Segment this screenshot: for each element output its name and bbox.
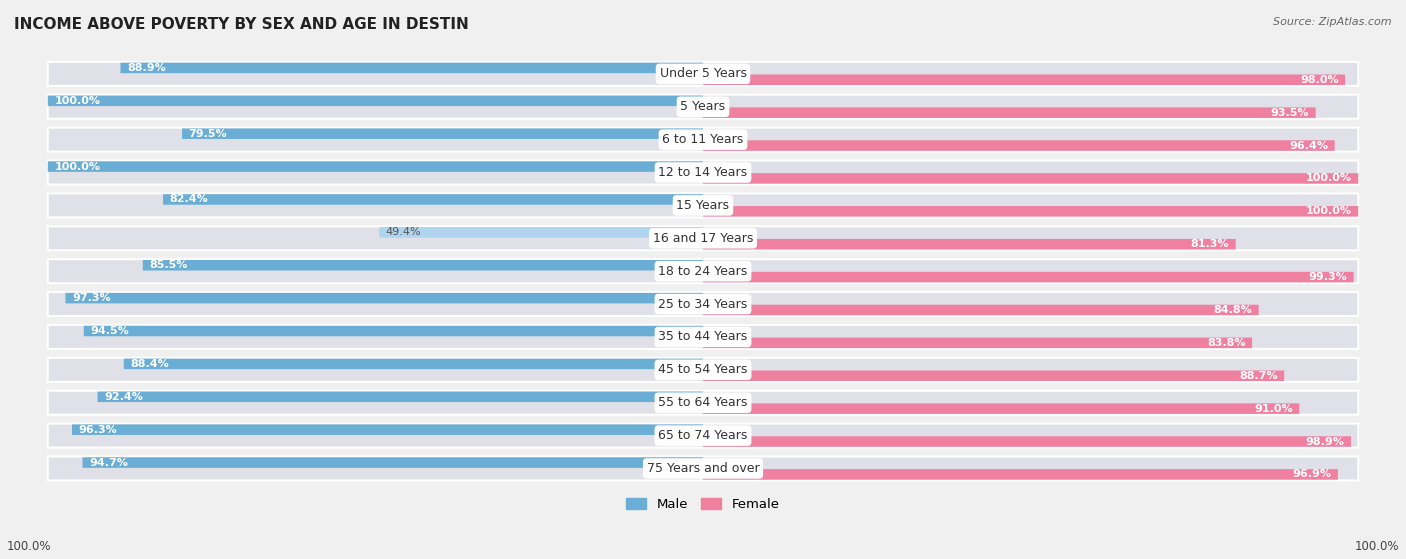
FancyBboxPatch shape	[72, 424, 703, 435]
Text: 98.0%: 98.0%	[1301, 75, 1339, 85]
FancyBboxPatch shape	[48, 325, 1358, 349]
FancyBboxPatch shape	[48, 457, 1358, 481]
Text: INCOME ABOVE POVERTY BY SEX AND AGE IN DESTIN: INCOME ABOVE POVERTY BY SEX AND AGE IN D…	[14, 17, 468, 32]
Text: 75 Years and over: 75 Years and over	[647, 462, 759, 475]
Text: 91.0%: 91.0%	[1254, 404, 1292, 414]
Text: 94.5%: 94.5%	[90, 326, 129, 336]
FancyBboxPatch shape	[84, 326, 703, 337]
Text: 100.0%: 100.0%	[55, 96, 100, 106]
FancyBboxPatch shape	[380, 227, 703, 238]
Text: 18 to 24 Years: 18 to 24 Years	[658, 264, 748, 278]
Text: 88.7%: 88.7%	[1239, 371, 1278, 381]
Text: Under 5 Years: Under 5 Years	[659, 68, 747, 80]
Text: 65 to 74 Years: 65 to 74 Years	[658, 429, 748, 442]
Legend: Male, Female: Male, Female	[621, 492, 785, 517]
FancyBboxPatch shape	[703, 305, 1258, 315]
FancyBboxPatch shape	[143, 260, 703, 271]
FancyBboxPatch shape	[703, 74, 1346, 85]
Text: 94.7%: 94.7%	[89, 458, 128, 467]
Text: 79.5%: 79.5%	[188, 129, 228, 139]
Text: 100.0%: 100.0%	[1306, 173, 1351, 183]
Text: 98.9%: 98.9%	[1306, 437, 1344, 447]
Text: 81.3%: 81.3%	[1191, 239, 1229, 249]
Text: 15 Years: 15 Years	[676, 199, 730, 212]
FancyBboxPatch shape	[703, 107, 1316, 118]
FancyBboxPatch shape	[703, 272, 1354, 282]
Text: 5 Years: 5 Years	[681, 100, 725, 113]
Text: 25 to 34 Years: 25 to 34 Years	[658, 297, 748, 311]
Text: 85.5%: 85.5%	[149, 260, 187, 270]
Text: 97.3%: 97.3%	[72, 293, 111, 303]
Text: 82.4%: 82.4%	[170, 195, 208, 205]
FancyBboxPatch shape	[703, 239, 1236, 249]
FancyBboxPatch shape	[48, 424, 1358, 448]
FancyBboxPatch shape	[703, 140, 1334, 151]
Text: 100.0%: 100.0%	[7, 541, 52, 553]
FancyBboxPatch shape	[48, 127, 1358, 151]
Text: 88.4%: 88.4%	[131, 359, 169, 369]
Text: 16 and 17 Years: 16 and 17 Years	[652, 232, 754, 245]
Text: 92.4%: 92.4%	[104, 392, 143, 402]
Text: Source: ZipAtlas.com: Source: ZipAtlas.com	[1274, 17, 1392, 27]
Text: 96.3%: 96.3%	[79, 425, 117, 435]
FancyBboxPatch shape	[48, 358, 1358, 382]
FancyBboxPatch shape	[124, 359, 703, 369]
Text: 49.4%: 49.4%	[385, 228, 422, 238]
Text: 45 to 54 Years: 45 to 54 Years	[658, 363, 748, 376]
FancyBboxPatch shape	[48, 391, 1358, 415]
FancyBboxPatch shape	[48, 226, 1358, 250]
Text: 96.4%: 96.4%	[1289, 140, 1329, 150]
FancyBboxPatch shape	[703, 206, 1358, 216]
Text: 6 to 11 Years: 6 to 11 Years	[662, 133, 744, 146]
Text: 100.0%: 100.0%	[1306, 206, 1351, 216]
FancyBboxPatch shape	[48, 160, 1358, 184]
Text: 99.3%: 99.3%	[1309, 272, 1347, 282]
FancyBboxPatch shape	[48, 292, 1358, 316]
FancyBboxPatch shape	[83, 457, 703, 468]
FancyBboxPatch shape	[48, 62, 1358, 86]
FancyBboxPatch shape	[703, 404, 1299, 414]
FancyBboxPatch shape	[48, 162, 703, 172]
FancyBboxPatch shape	[703, 173, 1358, 184]
Text: 55 to 64 Years: 55 to 64 Years	[658, 396, 748, 409]
FancyBboxPatch shape	[163, 194, 703, 205]
FancyBboxPatch shape	[703, 469, 1339, 480]
FancyBboxPatch shape	[48, 259, 1358, 283]
Text: 93.5%: 93.5%	[1271, 108, 1309, 117]
Text: 96.9%: 96.9%	[1292, 470, 1331, 480]
FancyBboxPatch shape	[703, 371, 1284, 381]
Text: 84.8%: 84.8%	[1213, 305, 1253, 315]
FancyBboxPatch shape	[121, 63, 703, 73]
FancyBboxPatch shape	[66, 293, 703, 304]
Text: 100.0%: 100.0%	[55, 162, 100, 172]
FancyBboxPatch shape	[48, 96, 703, 106]
Text: 100.0%: 100.0%	[1354, 541, 1399, 553]
FancyBboxPatch shape	[183, 129, 703, 139]
FancyBboxPatch shape	[48, 193, 1358, 217]
FancyBboxPatch shape	[703, 436, 1351, 447]
FancyBboxPatch shape	[703, 338, 1253, 348]
Text: 35 to 44 Years: 35 to 44 Years	[658, 330, 748, 343]
FancyBboxPatch shape	[48, 94, 1358, 119]
FancyBboxPatch shape	[97, 391, 703, 402]
Text: 88.9%: 88.9%	[127, 63, 166, 73]
Text: 12 to 14 Years: 12 to 14 Years	[658, 166, 748, 179]
Text: 83.8%: 83.8%	[1206, 338, 1246, 348]
